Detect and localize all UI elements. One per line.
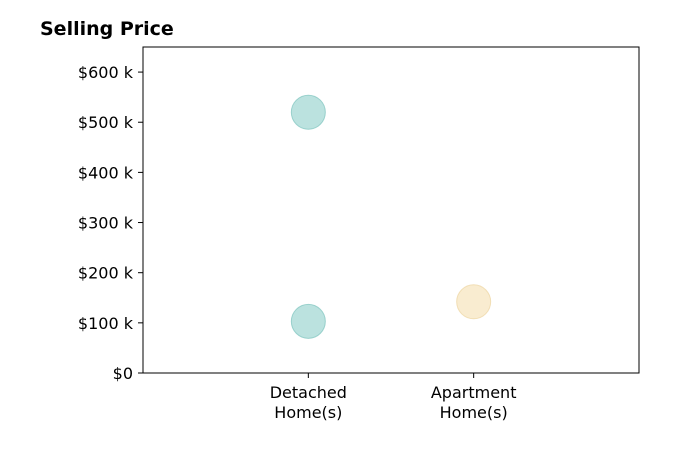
- x-tick-label: Home(s): [440, 403, 508, 422]
- data-points: [290, 94, 492, 339]
- y-tick-label: $100 k: [78, 314, 134, 333]
- data-point: [290, 303, 326, 339]
- chart-title: Selling Price: [40, 18, 174, 40]
- y-tick-label: $200 k: [78, 264, 134, 283]
- data-point: [456, 284, 492, 320]
- data-point: [290, 94, 326, 130]
- y-tick-label: $500 k: [78, 113, 134, 132]
- x-tick-label: Home(s): [274, 403, 342, 422]
- y-tick-label: $400 k: [78, 163, 134, 182]
- x-tick-label: Apartment: [431, 383, 517, 402]
- y-tick-label: $600 k: [78, 63, 134, 82]
- y-tick-label: $0: [113, 364, 133, 383]
- plot-area-frame: [142, 46, 640, 374]
- y-tick-label: $300 k: [78, 214, 134, 233]
- y-axis: $0 $100 k $200 k $300 k $400 k $500 k $600 k: [78, 63, 143, 383]
- x-tick-label: Detached: [270, 383, 347, 402]
